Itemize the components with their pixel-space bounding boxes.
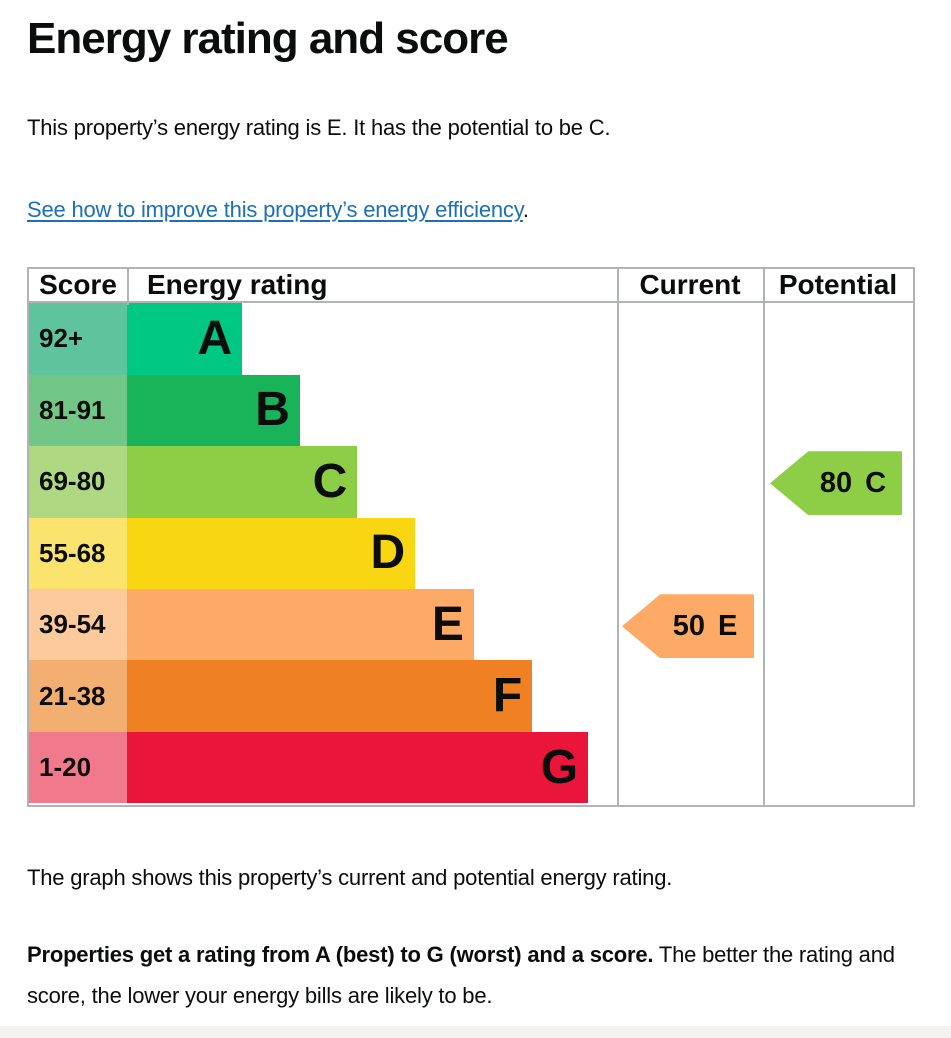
band-row-d: 55-68 D: [29, 517, 913, 589]
graph-caption: The graph shows this property’s current …: [27, 865, 673, 891]
band-f-bar-track: F: [127, 660, 617, 732]
band-row-f: 21-38 F: [29, 660, 913, 732]
band-b-letter: B: [255, 383, 290, 437]
band-a-letter: A: [197, 311, 233, 365]
band-a-score-range: 92+: [39, 323, 84, 354]
band-a-bar-track: A: [127, 303, 617, 375]
page-content: Energy rating and score This property’s …: [0, 14, 951, 1017]
band-f-bar: F: [127, 660, 533, 732]
band-b-score-cell: 81-91: [29, 374, 127, 447]
band-row-a: 92+ A: [29, 303, 913, 375]
band-c-bar-track: C: [127, 446, 617, 518]
band-row-b: 81-91 B: [29, 374, 913, 447]
band-e-score-range: 39-54: [39, 609, 106, 640]
band-c-letter: C: [312, 454, 348, 508]
band-e-bar-track: E: [127, 588, 617, 661]
potential-rating-score: 80: [819, 466, 853, 499]
band-g-score-cell: 1-20: [29, 731, 127, 804]
band-a-bar: A: [127, 303, 243, 375]
score-column-divider: [127, 269, 129, 306]
band-c-score-range: 69-80: [39, 466, 106, 497]
rating-explanation-bold: Properties get a rating from A (best) to…: [27, 942, 654, 968]
intro-text: This property’s energy rating is E. It h…: [27, 115, 611, 141]
current-rating-score: 50: [672, 609, 705, 642]
band-g-letter: G: [540, 740, 579, 794]
band-g-score-range: 1-20: [39, 752, 92, 782]
band-d-bar: D: [127, 517, 416, 589]
rating-explanation: Properties get a rating from A (best) to…: [27, 935, 924, 1016]
band-row-e: 39-54 E: [29, 588, 913, 661]
column-header-score: Score: [39, 269, 117, 301]
column-header-current: Current: [639, 269, 741, 301]
band-d-score-range: 55-68: [39, 537, 106, 568]
band-d-letter: D: [370, 526, 406, 580]
improve-link-line: See how to improve this property’s energ…: [27, 197, 924, 223]
band-b-score-range: 81-91: [39, 394, 106, 425]
band-g-bar: G: [127, 731, 589, 804]
graph-header-row: Score Energy rating Current Potential: [29, 269, 913, 304]
current-rating-letter: E: [717, 609, 738, 642]
link-suffix: .: [522, 197, 529, 223]
improve-efficiency-link[interactable]: See how to improve this property’s energ…: [27, 197, 523, 223]
energy-rating-graph: Score Energy rating Current Potential 92…: [27, 267, 915, 808]
potential-rating-letter: C: [865, 466, 887, 499]
band-b-bar-track: B: [127, 374, 617, 447]
band-f-letter: F: [492, 669, 523, 723]
potential-column-divider: [763, 269, 765, 806]
band-d-score-cell: 55-68: [29, 517, 127, 589]
band-a-score-cell: 92+: [29, 303, 127, 375]
band-c-score-cell: 69-80: [29, 446, 127, 518]
page-title: Energy rating and score: [27, 14, 509, 63]
band-d-bar-track: D: [127, 517, 617, 589]
band-b-bar: B: [127, 374, 300, 447]
band-e-score-cell: 39-54: [29, 588, 127, 661]
rating-bands: 92+ A 81-91 B 69-80 C 55-68: [29, 303, 913, 804]
band-row-g: 1-20 G: [29, 731, 913, 804]
band-e-letter: E: [431, 597, 464, 651]
band-row-c: 69-80 C: [29, 446, 913, 518]
column-header-potential: Potential: [778, 269, 898, 301]
band-f-score-cell: 21-38: [29, 660, 127, 732]
current-column-divider: [617, 269, 619, 806]
band-f-score-range: 21-38: [39, 680, 106, 711]
band-c-bar: C: [127, 446, 358, 518]
column-header-energy-rating: Energy rating: [147, 269, 328, 301]
band-g-bar-track: G: [127, 731, 617, 804]
footer-strip: [0, 1026, 951, 1038]
rating-explanation-rest: The better the rating and score, the low…: [27, 942, 895, 1008]
band-e-bar: E: [127, 588, 474, 661]
